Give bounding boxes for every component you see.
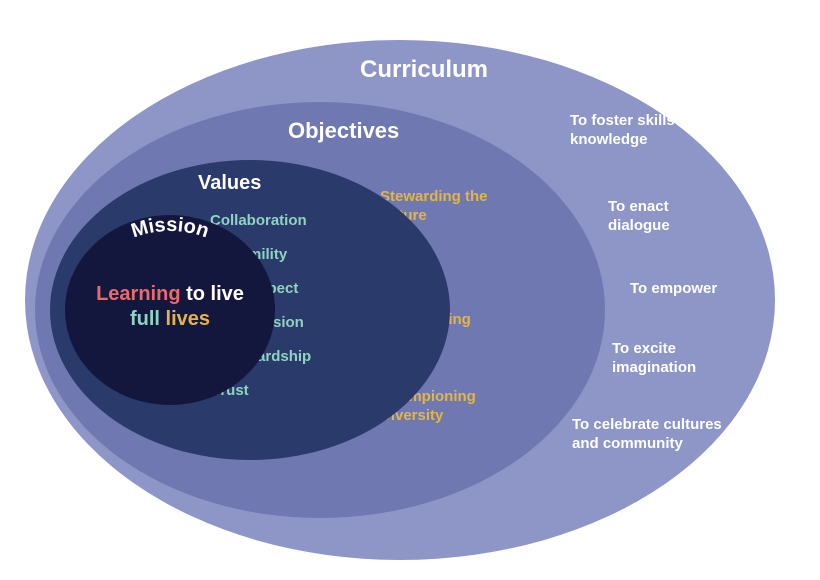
mission-tagline-word: Learning [96, 283, 186, 305]
mission-tagline-word: live [211, 283, 244, 305]
mission-tagline: Learning to live full lives [85, 282, 255, 332]
mission-tagline-word: lives [166, 308, 210, 330]
diagram-stage: Curriculum To foster skills and knowledg… [0, 0, 820, 580]
mission-tagline-word: to [186, 283, 210, 305]
ring-mission-title: Mission [129, 214, 212, 243]
mission-tagline-word: full [130, 308, 166, 330]
